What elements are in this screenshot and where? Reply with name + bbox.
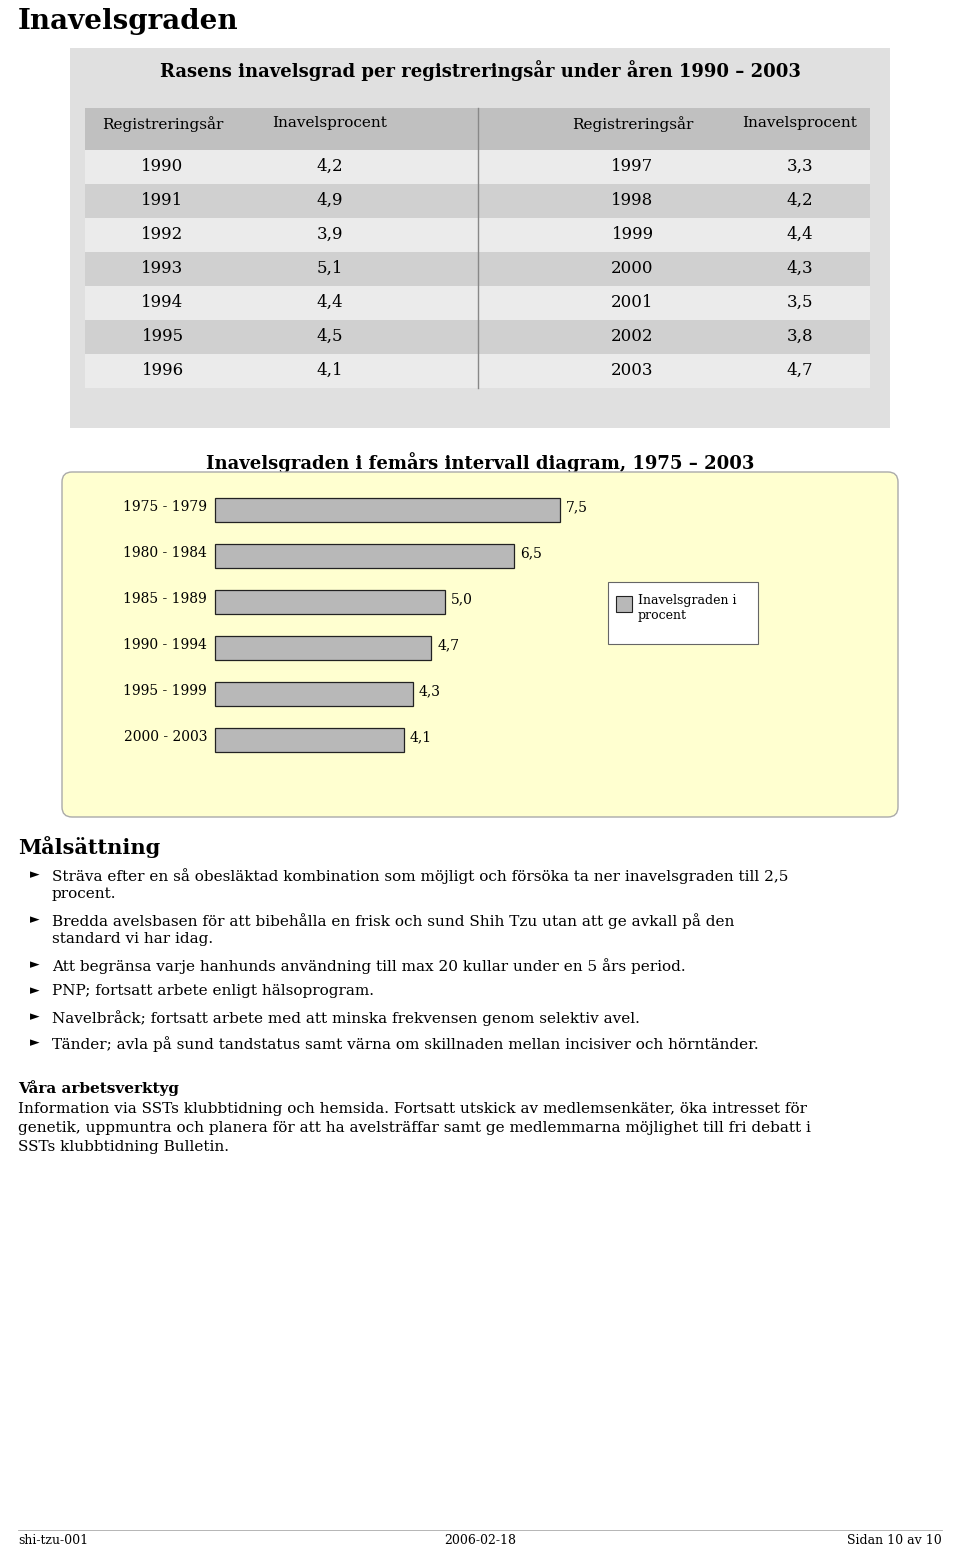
Bar [215, 728, 403, 751]
Bar [85, 320, 870, 354]
Text: 4,5: 4,5 [317, 328, 344, 345]
Text: 1997: 1997 [612, 158, 654, 175]
Text: Information via SSTs klubbtidning och hemsida. Fortsatt utskick av medlemsenkäte: Information via SSTs klubbtidning och he… [18, 1102, 807, 1116]
Text: 1990: 1990 [141, 158, 183, 175]
Text: Rasens inavelsgrad per registreringsår under åren 1990 – 2003: Rasens inavelsgrad per registreringsår u… [159, 60, 801, 80]
Text: 1999: 1999 [612, 226, 654, 243]
Text: Målsättning: Målsättning [18, 836, 160, 858]
Text: 2000: 2000 [612, 260, 654, 277]
Text: 1975 - 1979: 1975 - 1979 [123, 499, 207, 513]
Bar [616, 597, 632, 612]
Text: 2006-02-18: 2006-02-18 [444, 1534, 516, 1546]
Text: 3,8: 3,8 [786, 328, 813, 345]
Text: 1991: 1991 [141, 192, 183, 209]
Text: 7,5: 7,5 [566, 499, 588, 513]
Text: 3,5: 3,5 [787, 294, 813, 311]
Bar [70, 48, 890, 428]
Text: Våra arbetsverktyg: Våra arbetsverktyg [18, 1081, 179, 1096]
Bar [215, 544, 514, 567]
Text: 1996: 1996 [141, 362, 183, 379]
Text: Inavelsgraden i femårs intervall diagram, 1975 – 2003: Inavelsgraden i femårs intervall diagram… [205, 451, 755, 473]
Text: ►: ► [30, 983, 39, 997]
Text: Inavelsgraden: Inavelsgraden [18, 8, 239, 36]
Text: 4,7: 4,7 [786, 362, 813, 379]
Text: 1995: 1995 [141, 328, 183, 345]
Text: procent.: procent. [52, 887, 116, 901]
Text: 2002: 2002 [612, 328, 654, 345]
Text: 1995 - 1999: 1995 - 1999 [123, 683, 207, 697]
Text: Inavelsprocent: Inavelsprocent [743, 116, 857, 130]
Text: 4,1: 4,1 [317, 362, 344, 379]
Text: Inavelsgraden i: Inavelsgraden i [638, 594, 736, 608]
Text: 2001: 2001 [612, 294, 654, 311]
Text: 3,9: 3,9 [317, 226, 344, 243]
Text: Registreringsår: Registreringsår [102, 116, 223, 131]
Text: standard vi har idag.: standard vi har idag. [52, 932, 213, 946]
Text: 6,5: 6,5 [520, 546, 541, 560]
Text: genetik, uppmuntra och planera för att ha avelsträffar samt ge medlemmarna möjli: genetik, uppmuntra och planera för att h… [18, 1121, 811, 1135]
Text: 4,2: 4,2 [786, 192, 813, 209]
Text: 1980 - 1984: 1980 - 1984 [123, 546, 207, 560]
Text: Att begränsa varje hanhunds användning till max 20 kullar under en 5 års period.: Att begränsa varje hanhunds användning t… [52, 959, 685, 974]
Bar [215, 498, 560, 523]
Bar [85, 184, 870, 218]
Bar [85, 218, 870, 252]
Text: Sträva efter en så obesläktad kombination som möjligt och försöka ta ner inavels: Sträva efter en så obesläktad kombinatio… [52, 867, 788, 884]
Text: ►: ► [30, 959, 39, 971]
Text: 1998: 1998 [612, 192, 654, 209]
Text: ►: ► [30, 914, 39, 926]
Bar [85, 252, 870, 286]
Text: 1993: 1993 [141, 260, 183, 277]
Text: 4,7: 4,7 [437, 638, 459, 652]
Text: 2000 - 2003: 2000 - 2003 [124, 730, 207, 744]
Bar [85, 354, 870, 388]
Text: 1985 - 1989: 1985 - 1989 [123, 592, 207, 606]
Text: 4,4: 4,4 [786, 226, 813, 243]
Text: ►: ► [30, 1010, 39, 1023]
Text: 3,3: 3,3 [786, 158, 813, 175]
Text: Tänder; avla på sund tandstatus samt värna om skillnaden mellan incisiver och hö: Tänder; avla på sund tandstatus samt vär… [52, 1036, 758, 1051]
Text: 4,2: 4,2 [317, 158, 344, 175]
Text: shi-tzu-001: shi-tzu-001 [18, 1534, 88, 1546]
Text: ►: ► [30, 867, 39, 881]
Text: 1992: 1992 [141, 226, 183, 243]
Text: PNP; fortsatt arbete enligt hälsoprogram.: PNP; fortsatt arbete enligt hälsoprogram… [52, 983, 374, 999]
FancyBboxPatch shape [62, 472, 898, 816]
Bar [85, 286, 870, 320]
Text: Inavelsprocent: Inavelsprocent [273, 116, 388, 130]
Bar [215, 635, 431, 660]
Text: 1994: 1994 [141, 294, 183, 311]
Text: 4,1: 4,1 [410, 730, 432, 744]
Text: 4,9: 4,9 [317, 192, 344, 209]
Text: 4,4: 4,4 [317, 294, 344, 311]
Bar [608, 581, 758, 645]
Text: 4,3: 4,3 [786, 260, 813, 277]
Text: 1990 - 1994: 1990 - 1994 [123, 638, 207, 652]
Text: ►: ► [30, 1036, 39, 1050]
Text: Sidan 10 av 10: Sidan 10 av 10 [848, 1534, 942, 1546]
Text: Registreringsår: Registreringsår [572, 116, 693, 131]
Text: Navelbråck; fortsatt arbete med att minska frekvensen genom selektiv avel.: Navelbråck; fortsatt arbete med att mins… [52, 1010, 640, 1027]
Text: procent: procent [638, 609, 687, 621]
Text: 5,1: 5,1 [317, 260, 344, 277]
Text: 2003: 2003 [612, 362, 654, 379]
Bar [215, 682, 413, 707]
Bar [215, 591, 445, 614]
Bar [85, 150, 870, 184]
Text: 5,0: 5,0 [451, 592, 473, 606]
Text: Bredda avelsbasen för att bibehålla en frisk och sund Shih Tzu utan att ge avkal: Bredda avelsbasen för att bibehålla en f… [52, 914, 734, 929]
Text: SSTs klubbtidning Bulletin.: SSTs klubbtidning Bulletin. [18, 1139, 229, 1153]
Text: 4,3: 4,3 [419, 683, 441, 697]
Bar [85, 108, 870, 150]
